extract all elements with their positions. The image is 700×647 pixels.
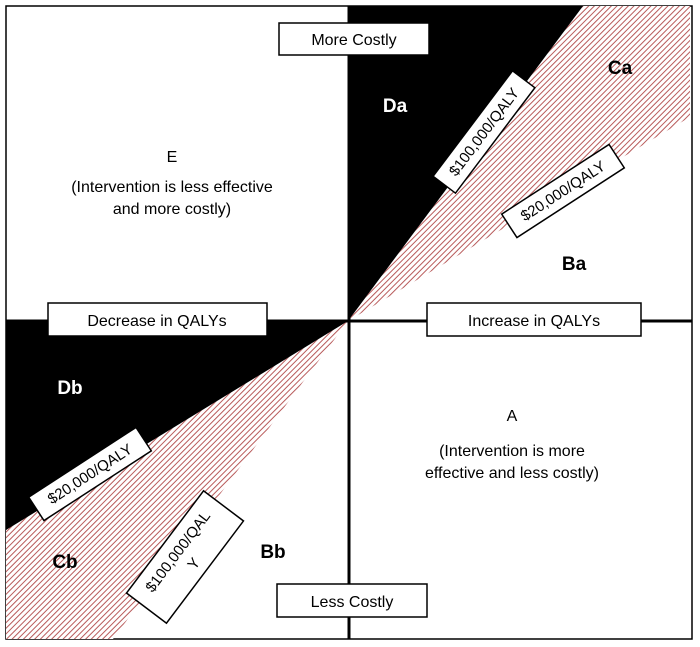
region-Cb-hatched	[6, 321, 348, 639]
svg-text:Less Costly: Less Costly	[311, 594, 394, 611]
axis-label-increase-qalys: Increase in QALYs	[426, 302, 642, 337]
svg-text:Increase in QALYs: Increase in QALYs	[468, 313, 600, 330]
region-label-Ca: Ca	[608, 58, 633, 79]
quadrant-E-line1: (Intervention is less effective	[71, 179, 273, 196]
quadrant-A-title: A	[507, 408, 518, 425]
quadrant-E-line2: and more costly)	[113, 201, 231, 218]
svg-text:More Costly: More Costly	[311, 32, 396, 49]
axis-label-more-costly: More Costly	[278, 22, 430, 56]
region-label-Ba: Ba	[562, 254, 587, 275]
axis-label-less-costly: Less Costly	[276, 583, 428, 618]
quadrant-E-title: E	[167, 149, 178, 166]
svg-text:Decrease in QALYs: Decrease in QALYs	[87, 313, 226, 330]
region-label-Da: Da	[383, 96, 408, 117]
region-label-Cb: Cb	[52, 552, 77, 573]
region-label-Bb: Bb	[260, 542, 285, 563]
quadrant-A-line1: (Intervention is more	[439, 443, 585, 460]
region-Ca-hatched	[348, 6, 690, 321]
axis-label-decrease-qalys: Decrease in QALYs	[47, 302, 268, 337]
quadrant-A-text: A (Intervention is more effective and le…	[425, 408, 599, 482]
region-label-Db: Db	[57, 378, 82, 399]
quadrant-A-line2: effective and less costly)	[425, 465, 599, 482]
quadrant-E-text: E (Intervention is less effective and mo…	[71, 149, 273, 218]
